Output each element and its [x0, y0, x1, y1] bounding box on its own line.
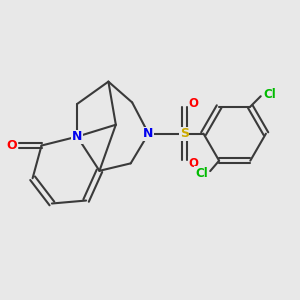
Text: Cl: Cl: [195, 167, 208, 180]
Text: O: O: [188, 98, 198, 110]
Text: N: N: [143, 127, 154, 140]
Text: O: O: [188, 157, 198, 170]
Text: N: N: [72, 130, 83, 143]
Text: O: O: [7, 139, 17, 152]
Text: S: S: [180, 127, 189, 140]
Text: Cl: Cl: [263, 88, 276, 101]
